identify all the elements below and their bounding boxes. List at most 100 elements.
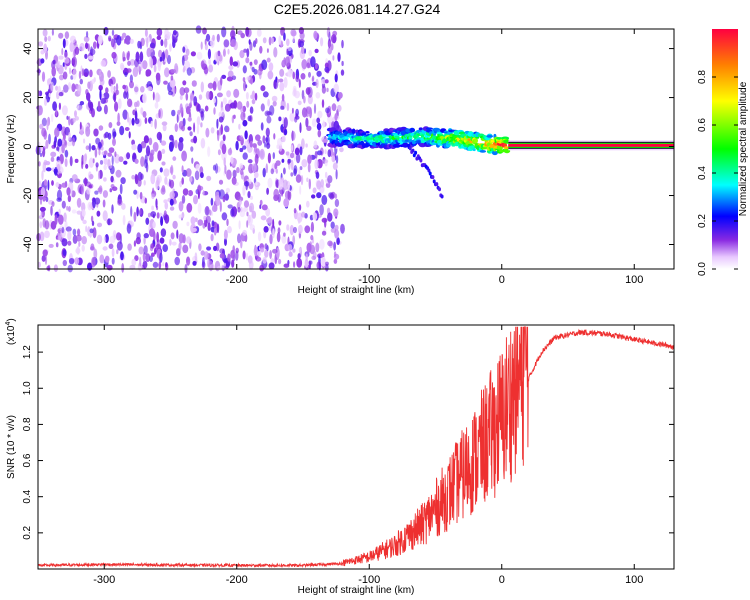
noise-speck — [251, 99, 256, 105]
spectrogram-plot-area — [35, 25, 674, 274]
spectrogram-y-axis: -40 -20 0 20 40 — [22, 42, 674, 252]
noise-speck — [321, 217, 328, 223]
noise-speck — [51, 66, 56, 77]
noise-speck — [207, 146, 211, 158]
y-tick-label: 40 — [22, 42, 34, 54]
noise-speck — [301, 59, 308, 70]
noise-speck — [232, 61, 239, 67]
tail-blob — [432, 179, 436, 184]
noise-speck — [68, 82, 71, 90]
noise-speck — [126, 112, 130, 123]
noise-speck — [133, 189, 138, 195]
noise-speck — [284, 128, 288, 136]
noise-speck — [242, 105, 247, 113]
noise-speck — [215, 195, 221, 206]
noise-speck — [251, 210, 257, 219]
noise-speck — [62, 71, 68, 80]
noise-speck — [172, 39, 176, 49]
signal-blob — [392, 143, 401, 148]
noise-speck — [295, 174, 302, 183]
noise-speck — [301, 107, 308, 118]
noise-speck — [50, 151, 57, 157]
noise-speck — [267, 152, 271, 164]
noise-speck — [305, 143, 308, 148]
noise-speck — [178, 214, 183, 219]
noise-speck — [72, 58, 76, 65]
noise-speck — [170, 232, 175, 240]
noise-speck — [119, 125, 125, 136]
colorbar-label: Normalized spectral amplitude — [738, 81, 749, 216]
noise-speck — [193, 195, 198, 205]
noise-speck — [327, 212, 333, 222]
y-tick-label: 0.8 — [22, 417, 33, 431]
noise-speck — [316, 150, 323, 156]
noise-speck — [243, 200, 250, 208]
noise-speck — [324, 263, 329, 272]
noise-speck — [143, 135, 149, 144]
noise-speck — [39, 152, 43, 157]
noise-speck — [85, 145, 90, 150]
noise-speck — [129, 80, 134, 89]
noise-speck — [179, 180, 183, 188]
noise-speck — [52, 101, 57, 111]
noise-speck — [108, 147, 115, 154]
noise-speck — [249, 77, 254, 85]
noise-speck — [306, 177, 309, 183]
noise-speck — [221, 74, 227, 79]
noise-speck — [120, 251, 124, 261]
noise-speck — [86, 92, 91, 101]
snr-x-axis: -300 -200 -100 0 100 — [93, 325, 643, 586]
noise-speck — [105, 87, 109, 94]
noise-speck — [335, 155, 339, 164]
noise-speck — [150, 58, 153, 69]
noise-speck — [64, 31, 70, 39]
noise-speck — [157, 61, 161, 72]
noise-speck — [71, 137, 76, 147]
noise-speck — [311, 118, 317, 127]
noise-speck — [259, 204, 262, 209]
noise-speck — [71, 83, 76, 93]
noise-speck — [169, 43, 172, 52]
noise-speck — [272, 100, 277, 107]
noise-speck — [213, 97, 216, 104]
noise-speck — [300, 73, 306, 80]
noise-speck — [103, 150, 108, 155]
tail-blob — [411, 148, 415, 153]
noise-speck — [126, 91, 129, 100]
noise-speck — [297, 253, 301, 260]
noise-speck — [283, 117, 288, 129]
noise-speck — [265, 137, 269, 143]
noise-speck — [126, 152, 131, 160]
noise-speck — [168, 90, 174, 96]
noise-speck — [139, 208, 142, 215]
noise-speck — [307, 162, 311, 173]
noise-speck — [114, 151, 117, 158]
noise-speck — [204, 105, 209, 112]
noise-speck — [163, 199, 168, 204]
noise-speck — [129, 38, 134, 45]
noise-speck — [267, 216, 273, 226]
signal-blob — [401, 142, 409, 148]
noise-speck — [289, 224, 294, 236]
noise-speck — [238, 199, 242, 205]
noise-speck — [122, 214, 126, 226]
noise-speck — [212, 34, 215, 42]
noise-speck — [315, 171, 320, 179]
noise-speck — [249, 106, 254, 114]
noise-speck — [36, 69, 41, 74]
noise-speck — [126, 68, 132, 73]
noise-speck — [290, 159, 294, 171]
noise-speck — [265, 163, 268, 174]
noise-speck — [116, 232, 122, 241]
noise-speck — [111, 248, 115, 258]
noise-speck — [191, 227, 197, 232]
noise-speck — [164, 38, 168, 48]
noise-speck — [174, 123, 178, 132]
signal-blob — [327, 134, 332, 138]
noise-speck — [222, 134, 226, 142]
noise-speck — [93, 248, 98, 260]
noise-speck — [222, 48, 226, 57]
noise-speck — [200, 41, 203, 50]
noise-speck — [102, 190, 108, 198]
noise-speck — [190, 146, 194, 152]
